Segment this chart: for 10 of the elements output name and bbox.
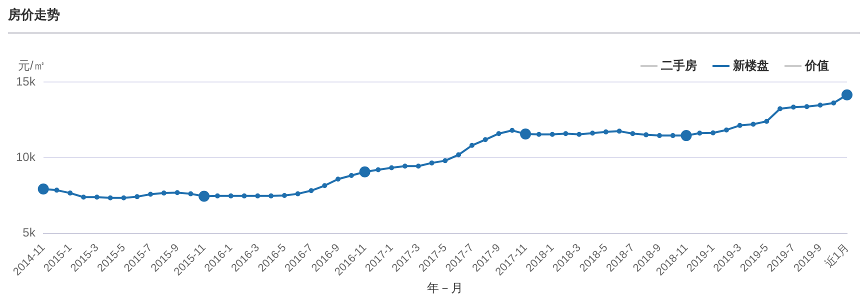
x-tick-label: 近1月 bbox=[822, 241, 852, 270]
x-axis-title: 年－月 bbox=[427, 281, 464, 296]
y-tick-label: 5k bbox=[22, 226, 36, 240]
y-axis-title: 元/㎡ bbox=[18, 58, 46, 72]
legend-label: 价值 bbox=[804, 58, 829, 72]
y-tick-label: 15k bbox=[16, 74, 36, 88]
legend-label: 新楼盘 bbox=[732, 58, 769, 72]
legend-label: 二手房 bbox=[661, 58, 697, 72]
chart-title: 房价走势 bbox=[8, 6, 60, 24]
y-tick-label: 10k bbox=[16, 150, 36, 164]
